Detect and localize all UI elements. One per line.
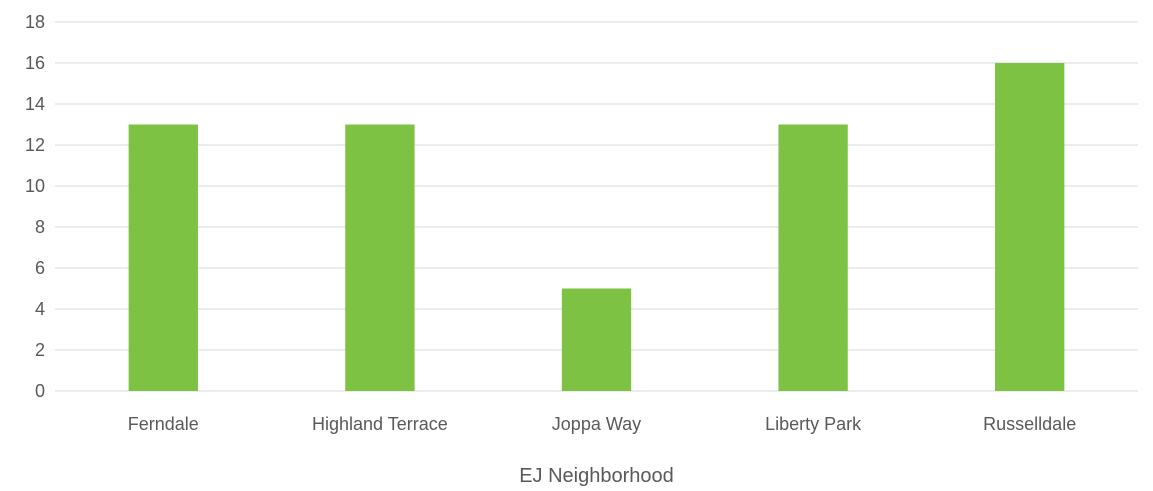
y-tick-label: 6 xyxy=(35,258,45,278)
y-axis-ticks: 0 2 4 6 8 10 12 14 16 18 xyxy=(25,12,45,401)
y-tick-label: 4 xyxy=(35,299,45,319)
bar-liberty-park xyxy=(778,124,848,391)
y-tick-label: 2 xyxy=(35,340,45,360)
x-tick-label: Joppa Way xyxy=(552,414,641,434)
bar-russelldale xyxy=(995,63,1065,391)
bar-joppa-way xyxy=(561,288,632,391)
x-tick-label: Highland Terrace xyxy=(312,414,448,434)
y-tick-label: 8 xyxy=(35,217,45,237)
x-axis-ticks: Ferndale Highland Terrace Joppa Way Liberty… xyxy=(128,414,1076,434)
y-tick-label: 12 xyxy=(25,135,45,155)
bar-highland-terrace xyxy=(345,124,415,391)
y-tick-label: 10 xyxy=(25,176,45,196)
y-tick-label: 16 xyxy=(25,53,45,73)
x-tick-label: Liberty Park xyxy=(765,414,862,434)
y-tick-label: 14 xyxy=(25,94,45,114)
x-tick-label: Russelldale xyxy=(983,414,1076,434)
gridlines xyxy=(55,21,1138,392)
y-tick-label: 0 xyxy=(35,381,45,401)
bar-ferndale xyxy=(128,124,198,391)
y-tick-label: 18 xyxy=(25,12,45,32)
x-axis-title: EJ Neighborhood xyxy=(519,465,674,487)
bars xyxy=(128,63,1065,391)
x-tick-label: Ferndale xyxy=(128,414,199,434)
